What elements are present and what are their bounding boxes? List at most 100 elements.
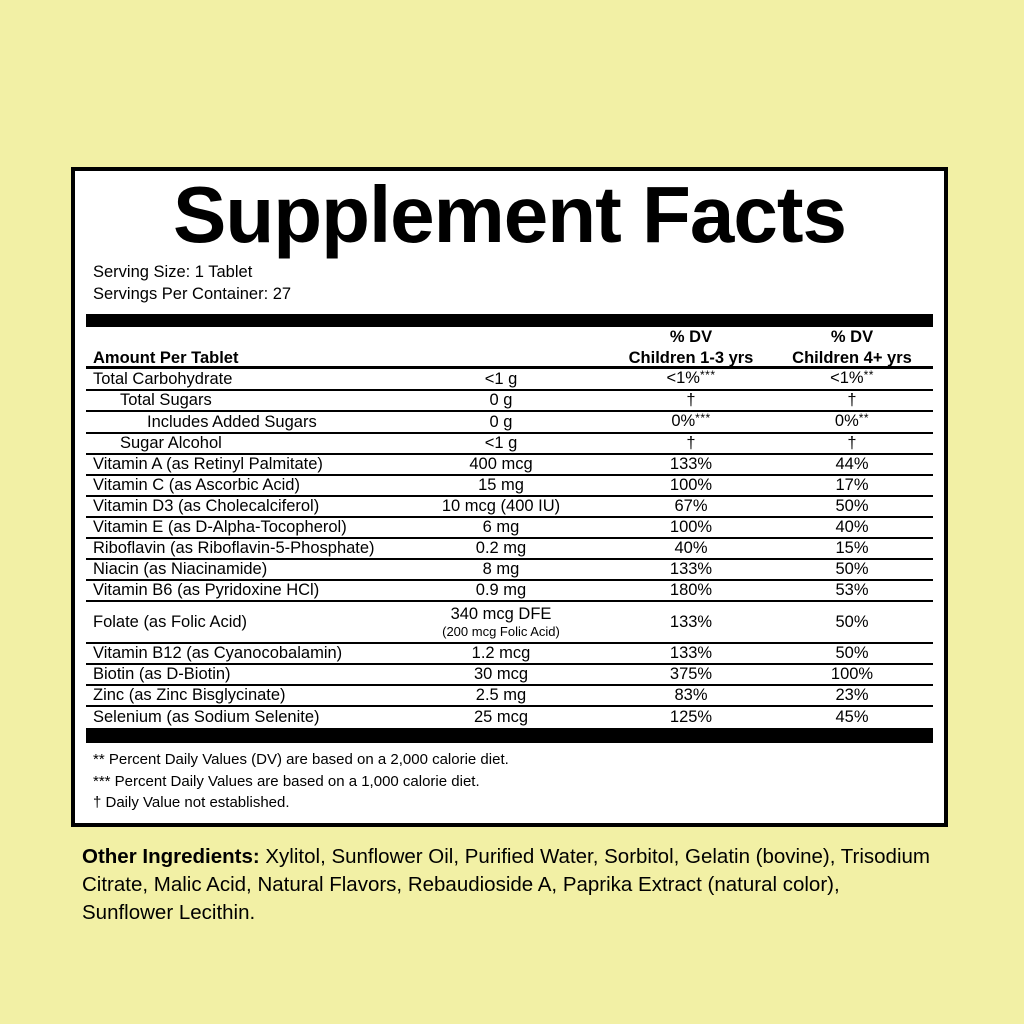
- dv-children-1-3: 375%: [669, 665, 713, 683]
- nutrient-name: Vitamin E (as D-Alpha-Tocopherol): [93, 518, 347, 536]
- table-row: Biotin (as D-Biotin) 30 mcg 375% 100%: [86, 665, 933, 686]
- nutrient-amount: 0.9 mg: [475, 581, 527, 599]
- other-ingredients-label: Other Ingredients:: [82, 844, 260, 868]
- footnotes: ** Percent Daily Values (DV) are based o…: [86, 743, 933, 814]
- table-row: Vitamin B12 (as Cyanocobalamin) 1.2 mcg 13…: [86, 644, 933, 665]
- dv-children-1-3: 125%: [669, 708, 713, 726]
- dv-children-1-3: 100%: [669, 476, 713, 494]
- nutrient-name: Biotin (as D-Biotin): [93, 665, 231, 683]
- dv-asterisk-marker: ***: [695, 411, 711, 425]
- nutrient-name: Vitamin C (as Ascorbic Acid): [93, 476, 300, 494]
- nutrient-amount: 25 mcg: [473, 708, 529, 726]
- nutrient-name: Sugar Alcohol: [120, 434, 222, 452]
- dv-asterisk-marker: ***: [699, 368, 716, 382]
- dv-children-4plus: 15%: [835, 539, 869, 557]
- nutrient-name: Total Sugars: [120, 391, 212, 409]
- other-ingredients: Other Ingredients: Xylitol, Sunflower Oi…: [82, 843, 934, 927]
- nutrient-amount: 30 mcg: [473, 665, 529, 683]
- nutrient-name: Total Carbohydrate: [93, 369, 233, 388]
- dv-children-4plus: 50%: [835, 612, 869, 631]
- nutrient-name: Folate (as Folic Acid): [93, 612, 248, 631]
- table-row: Vitamin E (as D-Alpha-Tocopherol) 6 mg 100…: [86, 518, 933, 539]
- dv-children-4plus: †: [847, 391, 857, 409]
- table-row: Vitamin B6 (as Pyridoxine HCl) 0.9 mg 180%…: [86, 581, 933, 602]
- dv-children-4plus: 100%: [830, 665, 874, 683]
- dv-children-1-3: 100%: [669, 518, 713, 536]
- dv-children-4plus: 23%: [835, 686, 869, 704]
- nutrient-amount: <1 g: [484, 434, 518, 452]
- dv-children-1-3: <1%***: [666, 368, 716, 387]
- dv-asterisk-marker: **: [863, 368, 874, 382]
- nutrient-amount: 2.5 mg: [475, 686, 527, 704]
- dv-children-1-3: 0%***: [671, 411, 711, 430]
- nutrient-amount: 0.2 mg: [475, 539, 527, 557]
- nutrient-amount: 0 g: [489, 391, 513, 409]
- table-row: Vitamin C (as Ascorbic Acid) 15 mg 100% 17%: [86, 476, 933, 497]
- table-row: Selenium (as Sodium Selenite) 25 mcg 125% 4…: [86, 707, 933, 728]
- table-row: Folate (as Folic Acid) 340 mcg DFE (200 mc…: [86, 602, 933, 644]
- servings-per-container: Servings Per Container: 27: [93, 285, 292, 303]
- dv-children-4plus: 50%: [835, 644, 869, 662]
- nutrient-name: Vitamin B6 (as Pyridoxine HCl): [93, 581, 320, 599]
- nutrient-name: Vitamin B12 (as Cyanocobalamin): [93, 644, 343, 662]
- separator-bar-top: [86, 314, 933, 327]
- nutrient-amount: 340 mcg DFE (200 mcg Folic Acid): [391, 605, 611, 639]
- nutrient-name: Includes Added Sugars: [147, 412, 317, 431]
- separator-bar-bottom: [86, 728, 933, 743]
- dv-children-4plus: 40%: [835, 518, 869, 536]
- table-header: Amount Per Tablet % DV Children 1-3 yrs …: [86, 327, 933, 369]
- footnote-2000-calorie: ** Percent Daily Values (DV) are based o…: [93, 751, 509, 768]
- dv-children-1-3: †: [686, 434, 696, 452]
- dv-children-1-3: 133%: [669, 455, 713, 473]
- dv-children-4plus: 0%**: [834, 411, 870, 430]
- table-row: Vitamin D3 (as Cholecalciferol) 10 mcg (4…: [86, 497, 933, 518]
- table-row: Sugar Alcohol <1 g † †: [86, 434, 933, 455]
- nutrient-amount: 8 mg: [482, 560, 520, 578]
- nutrient-name: Selenium (as Sodium Selenite): [93, 708, 320, 726]
- nutrient-name: Vitamin D3 (as Cholecalciferol): [93, 497, 320, 515]
- dv-children-4plus: †: [847, 434, 857, 452]
- dv-children-1-3: †: [686, 391, 696, 409]
- nutrient-amount: 6 mg: [482, 518, 520, 536]
- table-row: Vitamin A (as Retinyl Palmitate) 400 mcg 1…: [86, 455, 933, 476]
- nutrient-amount-note: (200 mcg Folic Acid): [442, 624, 560, 639]
- dv-children-1-3: 133%: [669, 612, 713, 631]
- dv-children-4plus: 50%: [835, 560, 869, 578]
- table-row: Total Carbohydrate <1 g <1%*** <1%**: [86, 368, 933, 391]
- dv-children-4plus: 50%: [835, 497, 869, 515]
- nutrient-amount: <1 g: [484, 369, 518, 388]
- table-row: Total Sugars 0 g † †: [86, 391, 933, 412]
- nutrient-amount: 400 mcg: [469, 455, 533, 473]
- nutrient-name: Vitamin A (as Retinyl Palmitate): [93, 455, 323, 473]
- dv-children-4plus: 45%: [835, 708, 869, 726]
- nutrient-amount: 1.2 mcg: [471, 644, 531, 662]
- nutrient-name: Riboflavin (as Riboflavin-5-Phosphate): [93, 539, 375, 557]
- supplement-facts-panel: Supplement Facts Serving Size: 1 Tablet …: [71, 167, 948, 827]
- nutrient-table: Total Carbohydrate <1 g <1%*** <1%** Total S…: [86, 368, 933, 728]
- column-header-dv-children-1-3: % DV Children 1-3 yrs: [628, 328, 754, 367]
- dv-children-1-3: 67%: [674, 497, 708, 515]
- other-ingredients-text: Xylitol, Sunflower Oil, Purified Water, …: [82, 844, 930, 924]
- nutrient-amount: 15 mg: [478, 476, 524, 494]
- nutrient-name: Zinc (as Zinc Bisglycinate): [93, 686, 286, 704]
- dv-children-1-3: 133%: [669, 644, 713, 662]
- serving-size: Serving Size: 1 Tablet: [93, 263, 253, 281]
- dv-children-1-3: 40%: [674, 539, 708, 557]
- dv-asterisk-marker: **: [858, 411, 870, 425]
- dv-children-1-3: 180%: [669, 581, 713, 599]
- dv-children-4plus: 44%: [835, 455, 869, 473]
- dv-children-1-3: 83%: [674, 686, 708, 704]
- footnote-1000-calorie: *** Percent Daily Values are based on a …: [93, 772, 480, 790]
- table-row: Niacin (as Niacinamide) 8 mg 133% 50%: [86, 560, 933, 581]
- dv-children-4plus: 17%: [835, 476, 869, 494]
- table-row: Riboflavin (as Riboflavin-5-Phosphate) 0.…: [86, 539, 933, 560]
- table-row: Includes Added Sugars 0 g 0%*** 0%**: [86, 411, 933, 434]
- footnote-dv-not-established: † Daily Value not established.: [93, 794, 290, 811]
- column-header-amount: Amount Per Tablet: [93, 349, 239, 367]
- panel-title: Supplement Facts: [172, 170, 847, 259]
- dv-children-1-3: 133%: [669, 560, 713, 578]
- dv-children-4plus: 53%: [835, 581, 869, 599]
- nutrient-name: Niacin (as Niacinamide): [93, 560, 268, 578]
- table-row: Zinc (as Zinc Bisglycinate) 2.5 mg 83% 23%: [86, 686, 933, 707]
